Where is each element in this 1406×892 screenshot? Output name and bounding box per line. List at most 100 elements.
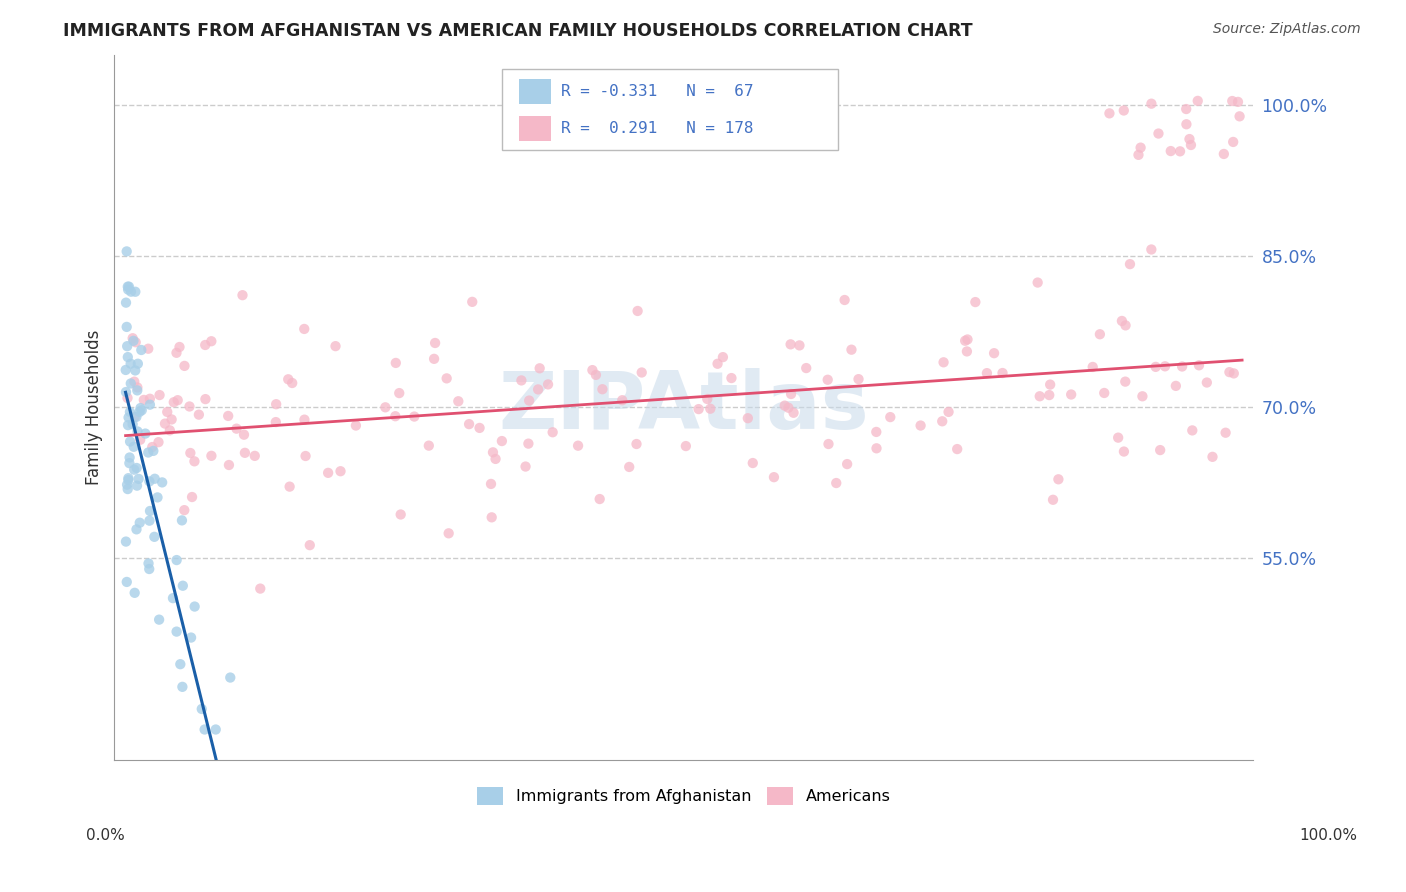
Point (1223, 367, 1246, 381)
Text: 100.0%: 100.0% (1299, 829, 1358, 843)
Point (630, 366, 652, 380)
Point (173, 359, 195, 373)
Point (122, 440, 145, 454)
Point (1227, 95, 1250, 109)
Point (200, 449, 222, 463)
Point (117, 482, 139, 496)
Point (1060, 387, 1083, 401)
Point (1140, 96, 1163, 111)
Point (591, 382, 613, 396)
Point (120, 357, 142, 371)
Point (128, 516, 150, 530)
Point (1222, 135, 1244, 149)
Point (991, 366, 1014, 380)
Point (159, 423, 181, 437)
Point (139, 392, 162, 406)
Point (138, 475, 160, 489)
Point (491, 434, 513, 448)
Point (510, 373, 533, 387)
Point (127, 425, 149, 439)
Point (179, 446, 201, 460)
Point (143, 530, 166, 544)
Point (150, 475, 173, 490)
Point (458, 417, 481, 431)
Point (278, 480, 301, 494)
Point (169, 657, 191, 672)
Point (120, 376, 142, 391)
Point (128, 472, 150, 486)
Point (141, 440, 163, 454)
Point (1180, 138, 1202, 153)
Point (136, 342, 159, 356)
Point (142, 443, 165, 458)
Point (143, 472, 166, 486)
Point (204, 723, 226, 737)
Point (1111, 314, 1133, 328)
Point (1144, 359, 1167, 374)
Point (298, 538, 321, 552)
Point (114, 363, 136, 377)
Point (1229, 109, 1251, 123)
Point (423, 336, 446, 351)
Point (1081, 359, 1104, 374)
Point (537, 377, 560, 392)
Point (817, 437, 839, 451)
Point (699, 401, 721, 416)
Point (1160, 144, 1182, 158)
Point (131, 343, 153, 357)
Point (160, 412, 183, 426)
Point (619, 459, 641, 474)
Point (124, 285, 146, 299)
Point (484, 451, 506, 466)
Point (124, 363, 146, 377)
Point (127, 380, 149, 394)
Point (233, 427, 256, 442)
Point (741, 456, 763, 470)
Point (1026, 276, 1049, 290)
Point (385, 356, 408, 370)
Point (737, 411, 759, 425)
Point (1149, 443, 1171, 458)
Point (156, 405, 179, 419)
Point (976, 366, 998, 380)
Point (194, 723, 217, 737)
Point (388, 386, 411, 401)
Point (946, 442, 969, 456)
Point (1220, 94, 1243, 108)
Point (865, 442, 887, 456)
Point (115, 244, 138, 259)
Point (825, 476, 848, 491)
Point (115, 295, 138, 310)
Point (782, 406, 804, 420)
Point (117, 279, 139, 293)
Point (541, 425, 564, 440)
Point (1088, 327, 1111, 342)
Point (292, 322, 315, 336)
Point (166, 346, 188, 360)
Point (125, 478, 148, 492)
Point (581, 363, 603, 377)
FancyBboxPatch shape (519, 116, 551, 141)
Point (1212, 147, 1234, 161)
Point (1188, 359, 1211, 373)
Point (194, 392, 217, 406)
Point (1042, 492, 1064, 507)
Point (117, 350, 139, 364)
Point (329, 464, 352, 478)
Point (720, 371, 742, 385)
Point (794, 361, 817, 376)
Point (217, 409, 239, 423)
Point (1038, 388, 1060, 402)
Point (482, 445, 505, 459)
Point (626, 437, 648, 451)
Point (181, 490, 204, 504)
Point (1092, 386, 1115, 401)
Point (437, 526, 460, 541)
Point (567, 439, 589, 453)
Point (132, 392, 155, 407)
Point (1115, 318, 1137, 333)
Point (837, 457, 859, 471)
Point (1112, 103, 1135, 118)
Point (1107, 431, 1129, 445)
Point (389, 508, 412, 522)
